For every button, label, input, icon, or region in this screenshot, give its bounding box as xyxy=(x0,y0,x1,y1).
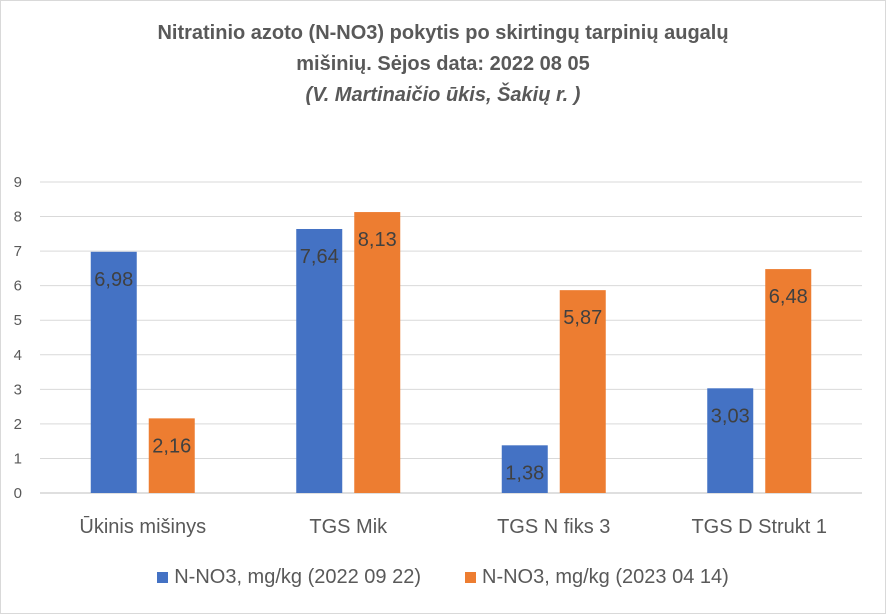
data-label-series-1-4: 3,03 xyxy=(711,405,750,427)
x-tick-label: TGS N fiks 3 xyxy=(497,516,610,538)
y-tick-label: 7 xyxy=(14,243,22,260)
chart-title: Nitratinio azoto (N-NO3) pokytis po skir… xyxy=(157,22,729,44)
chart-title-line2: mišinių. Sėjos data: 2022 08 05 xyxy=(296,53,590,75)
legend-label-series-2: N-NO3, mg/kg (2023 04 14) xyxy=(482,566,729,588)
x-tick-label: TGS Mik xyxy=(309,516,388,538)
y-tick-label: 2 xyxy=(14,416,22,433)
legend-item-series-1: N-NO3, mg/kg (2022 09 22) xyxy=(157,566,421,589)
bar-series-1-4 xyxy=(707,388,754,493)
chart-subtitle: (V. Martinaičio ūkis, Šakių r. ) xyxy=(305,84,581,106)
y-tick-label: 3 xyxy=(14,381,22,398)
y-tick-label: 4 xyxy=(14,347,22,364)
bar-series-1-1 xyxy=(90,251,137,493)
data-label-series-1-2: 7,64 xyxy=(300,246,339,268)
y-tick-label: 8 xyxy=(14,209,22,226)
bar-series-2-2 xyxy=(354,212,401,493)
legend-swatch-series-2 xyxy=(465,572,476,583)
data-label-series-1-3: 1,38 xyxy=(505,462,544,484)
y-tick-label: 6 xyxy=(14,278,22,295)
data-label-series-2-2: 8,13 xyxy=(358,229,397,251)
chart-legend: N-NO3, mg/kg (2022 09 22) N-NO3, mg/kg (… xyxy=(0,566,886,589)
bar-series-1-3 xyxy=(501,445,548,493)
y-tick-label: 1 xyxy=(14,450,22,467)
x-tick-label: Ūkinis mišinys xyxy=(79,515,206,538)
chart-title-block: Nitratinio azoto (N-NO3) pokytis po skir… xyxy=(0,18,886,111)
legend-swatch-series-1 xyxy=(157,572,169,583)
data-label-series-2-4: 6,48 xyxy=(769,286,808,308)
y-tick-label: 0 xyxy=(14,485,22,502)
x-tick-label: TGS D Strukt 1 xyxy=(691,516,827,538)
bar-series-2-3 xyxy=(559,290,606,493)
data-label-series-2-3: 5,87 xyxy=(563,307,602,329)
y-tick-label: 5 xyxy=(14,312,22,329)
data-label-series-2-1: 2,16 xyxy=(152,435,191,457)
bar-series-2-1 xyxy=(148,418,195,493)
legend-item-series-2: N-NO3, mg/kg (2023 04 14) xyxy=(465,566,729,589)
bar-series-1-2 xyxy=(296,228,343,494)
y-tick-label: 9 xyxy=(14,174,22,191)
data-label-series-1-1: 6,98 xyxy=(94,269,133,291)
legend-label-series-1: N-NO3, mg/kg (2022 09 22) xyxy=(174,566,421,588)
bar-series-2-4 xyxy=(765,269,812,493)
